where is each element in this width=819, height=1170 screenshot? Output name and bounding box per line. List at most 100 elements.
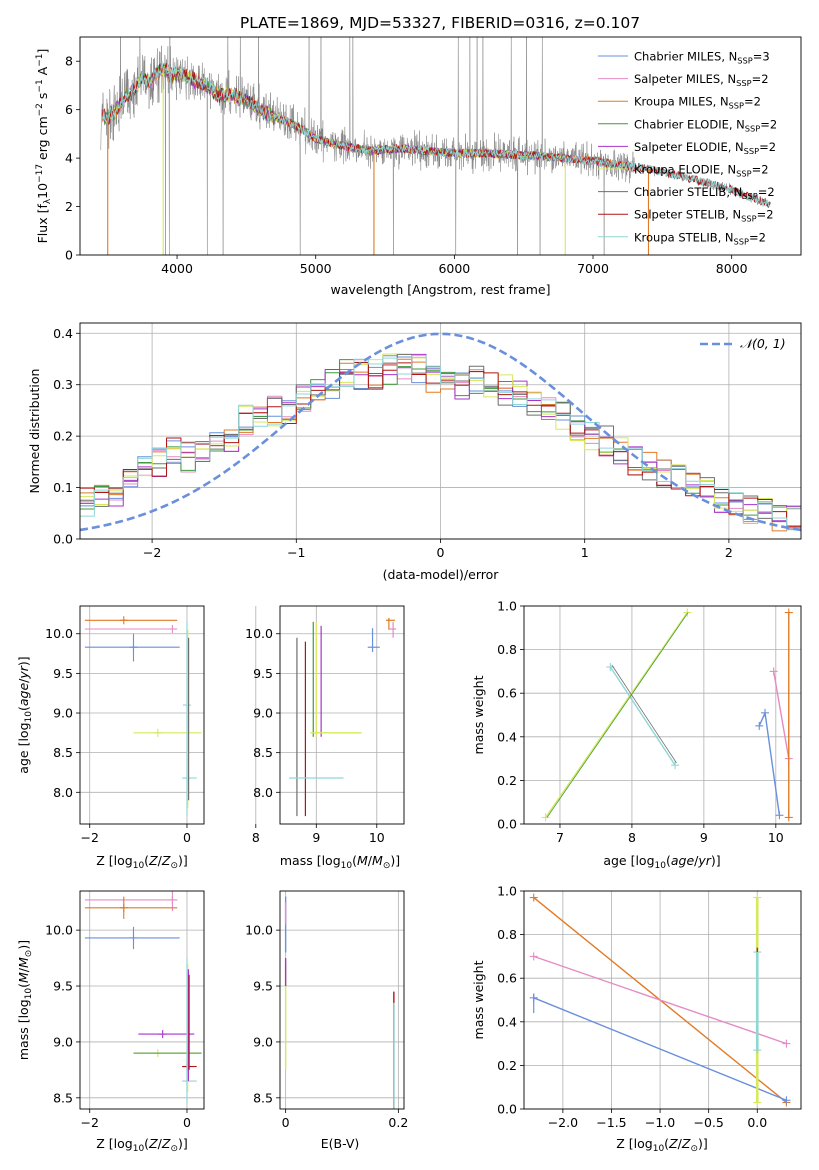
- label-part: ]: [35, 49, 50, 54]
- label-part: age: [671, 853, 695, 868]
- label-part: /: [16, 967, 31, 972]
- y-axis-label: Normed distribution: [27, 369, 42, 494]
- x-tick-label: −2: [81, 1115, 99, 1130]
- y-tick-label: 9.0: [53, 706, 73, 721]
- series-line: [609, 666, 676, 766]
- label-part: yr: [16, 665, 31, 679]
- label-part: A: [35, 66, 50, 79]
- label-part: age [log: [603, 853, 654, 868]
- y-tick-label: 0.2: [497, 773, 517, 788]
- label-part: 10: [133, 861, 145, 871]
- y-tick-label: 0.2: [497, 1058, 517, 1073]
- plot-area: [84, 616, 202, 817]
- y-tick-label: 8.0: [253, 785, 273, 800]
- y-tick-label: 0.0: [497, 817, 517, 832]
- model-spectrum: [101, 60, 771, 207]
- label-part: 10: [655, 861, 667, 871]
- label-part: SSP: [741, 214, 756, 224]
- label-part: Z: [148, 853, 158, 868]
- x-tick-label: 0: [437, 545, 445, 560]
- y-tick-label: 6: [65, 102, 73, 117]
- x-axis-label: age [log10(age/yr)]: [603, 853, 720, 871]
- x-tick-label: 10: [369, 830, 385, 845]
- x-tick-label: −0.5: [693, 1115, 723, 1130]
- x-tick-label: −2: [81, 830, 99, 845]
- x-tick-label: 9: [700, 830, 708, 845]
- x-tick-label: 7000: [577, 261, 609, 276]
- legend-entry: Chabrier MILES, NSSP=3: [634, 50, 770, 66]
- y-tick-label: 10.0: [245, 923, 273, 938]
- x-tick-label: −1.5: [596, 1115, 626, 1130]
- x-tick-label: 8000: [716, 261, 748, 276]
- label-part: erg cm: [35, 116, 50, 164]
- y-tick-label: 8.5: [253, 745, 273, 760]
- legend-entry: Kroupa STELIB, NSSP=2: [634, 230, 766, 246]
- plot-area: [100, 37, 771, 255]
- label-part: )]: [698, 1136, 708, 1151]
- label-part: Kroupa MILES, N: [634, 95, 729, 109]
- label-part: SSP: [734, 236, 749, 246]
- series-line: [758, 712, 781, 816]
- label-part: Z [log: [616, 1136, 652, 1151]
- label-part: (: [16, 706, 31, 711]
- label-part: −17: [35, 164, 45, 183]
- x-tick-label: 0: [183, 1115, 191, 1130]
- y-tick-label: 0.1: [53, 480, 73, 495]
- label-part: /: [158, 853, 163, 868]
- label-part: Salpeter ELODIE, N: [634, 140, 744, 154]
- legend-entry: Salpeter STELIB, NSSP=2: [634, 208, 774, 224]
- label-part: s: [35, 93, 50, 104]
- y-tick-label: 2: [65, 199, 73, 214]
- x-tick-label: 0: [282, 1115, 290, 1130]
- x-tick-label: 8: [252, 830, 260, 845]
- label-part: ⊙: [24, 950, 34, 958]
- y-tick-label: 0.4: [53, 326, 73, 341]
- axes-frame: [79, 890, 205, 1110]
- label-part: λ: [43, 198, 53, 204]
- label-part: Chabrier STELIB, N: [634, 185, 742, 199]
- plot-area: [84, 891, 202, 1104]
- y-tick-label: 0.4: [497, 1014, 517, 1029]
- y-tick-label: 0.4: [497, 729, 517, 744]
- label-part: Kroupa ELODIE, N: [634, 163, 736, 177]
- label-part: −1: [35, 54, 45, 67]
- label-part: (: [144, 853, 149, 868]
- label-part: Z: [161, 1136, 171, 1151]
- panel-residuals: −2 −1 0 1 2 0.0 0.1 0.2 0.3 0.4 𝒩(0, 1) (data-model…: [27, 322, 802, 582]
- label-part: mass [log: [280, 853, 341, 868]
- label-part: =2: [758, 185, 775, 199]
- x-tick-label: 0: [183, 830, 191, 845]
- x-axis-label: wavelength [Angstrom, rest frame]: [330, 282, 550, 297]
- series-line: [533, 955, 787, 1045]
- y-tick-label: 0: [65, 248, 73, 263]
- label-part: −1: [35, 79, 45, 92]
- y-tick-label: 9.0: [53, 1034, 73, 1049]
- y-tick-label: 10.0: [45, 626, 73, 641]
- label-part: Z [log: [96, 853, 132, 868]
- label-part: Z: [161, 853, 171, 868]
- legend-entry: Kroupa ELODIE, NSSP=2: [634, 163, 769, 179]
- histogram-step: [80, 354, 801, 531]
- label-part: =2: [759, 140, 776, 154]
- y-tick-label: 0.2: [53, 429, 73, 444]
- y-axis-label: age [log10(age/yr)]: [16, 656, 34, 773]
- legend-entry: Salpeter ELODIE, NSSP=2: [634, 140, 776, 156]
- plot-area: [541, 608, 793, 822]
- label-part: )]: [711, 853, 721, 868]
- label-part: Kroupa STELIB, N: [634, 230, 734, 244]
- x-axis-label: mass [log10(M/M⊙)]: [280, 853, 400, 871]
- label-part: =3: [753, 50, 770, 64]
- label-part: SSP: [736, 78, 751, 88]
- y-axis-label: Flux [fλ10−17 erg cm−2 s−1 A−1]: [35, 49, 53, 244]
- label-part: =2: [744, 95, 761, 109]
- label-part: Z [log: [96, 1136, 132, 1151]
- figure-title: PLATE=1869, MJD=53327, FIBERID=0316, z=0…: [240, 14, 640, 32]
- data-point: [138, 1030, 195, 1039]
- y-tick-label: 9.5: [253, 979, 273, 994]
- plot-area: [289, 617, 397, 817]
- label-part: (: [16, 983, 31, 988]
- y-tick-label: 0.8: [497, 927, 517, 942]
- label-part: 10: [653, 1144, 665, 1154]
- legend-entry: Chabrier STELIB, NSSP=2: [634, 185, 775, 201]
